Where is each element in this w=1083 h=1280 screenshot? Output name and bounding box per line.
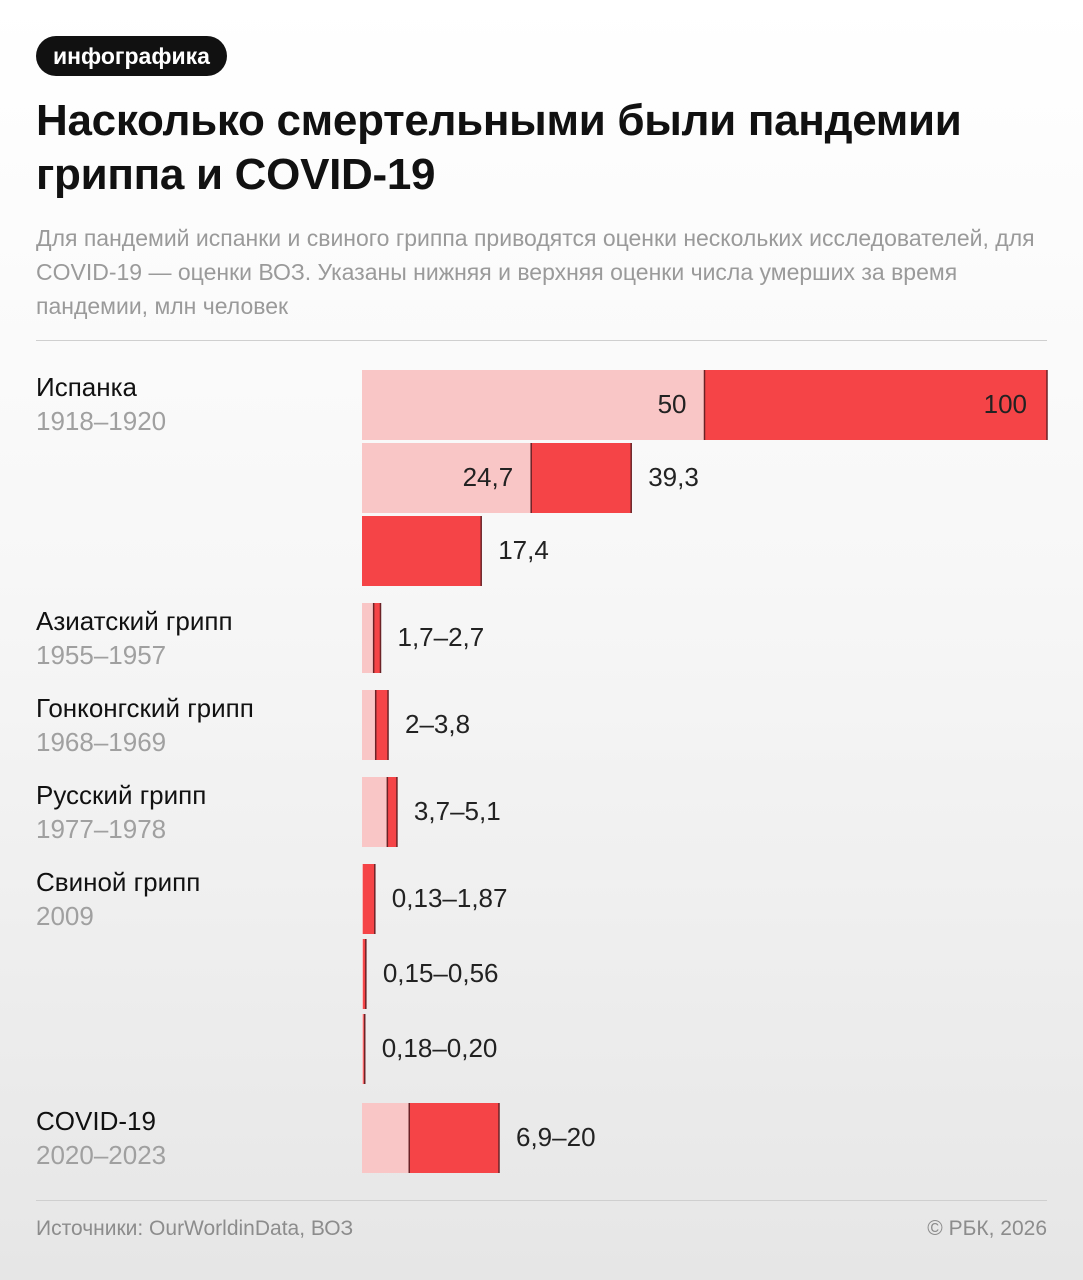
group-label-swine-flu: Свиной грипп 2009 <box>36 865 200 933</box>
data-label: 1,7–2,7 <box>397 622 484 652</box>
bar-high-estimate <box>375 690 389 760</box>
chart-subtitle: Для пандемий испанки и свиного гриппа пр… <box>36 225 1035 319</box>
group-name: Русский грипп <box>36 780 207 810</box>
data-label-high: 100 <box>984 389 1027 419</box>
source-note: Источники: OurWorldinData, ВОЗ <box>36 1217 354 1240</box>
group-name: Гонконгский грипп <box>36 693 254 723</box>
bar-high-estimate <box>531 443 632 513</box>
category-badge: инфографика <box>36 36 227 76</box>
data-label-high: 39,3 <box>648 462 699 492</box>
group-label-spanish-flu: Испанка 1918–1920 <box>36 370 166 438</box>
data-label-low: 24,7 <box>463 462 514 492</box>
bar-high-estimate <box>387 777 397 847</box>
data-label: 0,15–0,56 <box>383 958 499 988</box>
data-label: 2–3,8 <box>405 709 470 739</box>
data-label-low: 50 <box>658 389 687 419</box>
bar-low-estimate <box>362 370 705 440</box>
bar-high-estimate <box>373 603 381 673</box>
group-name: COVID-19 <box>36 1106 156 1136</box>
group-label-russian-flu: Русский грипп 1977–1978 <box>36 778 206 846</box>
data-label: 6,9–20 <box>516 1122 596 1152</box>
group-years: 1977–1978 <box>36 814 167 844</box>
group-name: Испанка <box>36 372 137 402</box>
bar-low-estimate <box>362 690 376 760</box>
bar-high-estimate <box>362 864 375 934</box>
bottom-divider <box>36 1200 1047 1201</box>
group-years: 1918–1920 <box>36 406 167 436</box>
copyright-note: © РБК, 2026 <box>927 1217 1047 1240</box>
group-years: 2009 <box>36 901 94 931</box>
group-label-asian-flu: Азиатский грипп 1955–1957 <box>36 604 233 672</box>
bar-high-estimate <box>409 1103 499 1173</box>
bar-low-estimate <box>362 443 532 513</box>
bar-low-estimate <box>362 864 363 934</box>
bar-low-estimate <box>362 939 364 1009</box>
group-years: 1968–1969 <box>36 727 167 757</box>
bar-chart: 50 100 24,7 39,3 17,4 1,7–2,7 2–3,8 3,7–5,1 0,13… <box>362 370 1048 1173</box>
data-label: 0,13–1,87 <box>392 883 508 913</box>
group-label-covid: COVID-19 2020–2023 <box>36 1104 166 1172</box>
bar-low-estimate <box>362 777 388 847</box>
top-divider <box>36 340 1047 341</box>
data-label: 0,18–0,20 <box>382 1033 498 1063</box>
group-years: 1955–1957 <box>36 640 167 670</box>
bar-low-estimate <box>362 1103 410 1173</box>
group-name: Азиатский грипп <box>36 606 233 636</box>
bar-high-estimate <box>704 370 1047 440</box>
group-name: Свиной грипп <box>36 867 201 897</box>
group-years: 2020–2023 <box>36 1140 167 1170</box>
bar-high-estimate <box>362 516 482 586</box>
chart-title: Насколько смертельными были пандемии гри… <box>36 96 962 199</box>
data-label: 3,7–5,1 <box>414 796 501 826</box>
bar-high-estimate <box>363 939 366 1009</box>
bar-low-estimate <box>362 1014 364 1084</box>
data-label: 17,4 <box>498 535 549 565</box>
bar-low-estimate <box>362 603 374 673</box>
group-label-hongkong-flu: Гонконгский грипп 1968–1969 <box>36 691 254 759</box>
